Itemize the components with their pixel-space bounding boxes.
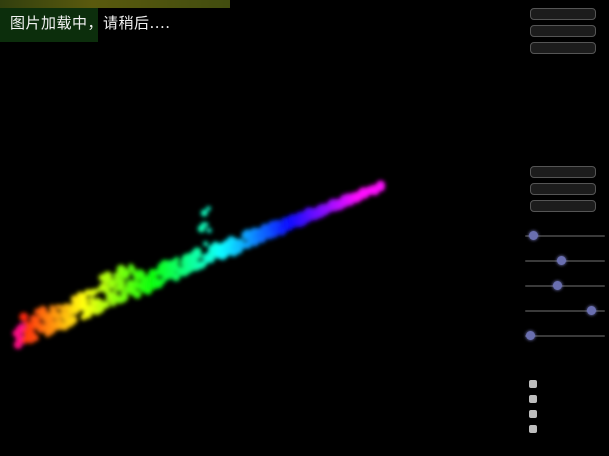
point (118, 279, 126, 287)
point (32, 315, 41, 324)
checkbox[interactable] (529, 409, 537, 418)
slider-group (517, 222, 609, 347)
point (276, 220, 282, 226)
point (90, 288, 98, 296)
point (379, 185, 385, 190)
slider-label-4 (517, 297, 609, 306)
point (203, 241, 209, 247)
point (110, 300, 117, 307)
loading-message: 图片加载中，请稍后.... (10, 14, 171, 32)
slider-track (525, 310, 605, 312)
slider-label-1 (517, 222, 609, 231)
top-control-group (517, 8, 609, 59)
checkbox-row-4[interactable] (529, 423, 609, 434)
point (32, 334, 39, 342)
slider-track (525, 285, 605, 287)
slider-track (525, 335, 605, 337)
point (206, 228, 212, 233)
point (197, 254, 202, 259)
slider-label-5 (517, 322, 609, 331)
slider-1[interactable] (525, 231, 605, 241)
slider-handle[interactable] (556, 256, 566, 265)
point (204, 222, 209, 227)
point (200, 209, 208, 217)
point (274, 231, 279, 236)
checkbox-row-2[interactable] (529, 393, 609, 404)
checkbox[interactable] (529, 424, 537, 433)
slider-handle[interactable] (528, 231, 538, 240)
view-control-group (517, 166, 609, 217)
point (120, 293, 129, 302)
point (55, 304, 61, 310)
top-button-1[interactable] (530, 8, 596, 20)
point (129, 266, 136, 273)
view-button-2[interactable] (530, 183, 596, 195)
point (102, 301, 111, 309)
title-strip-shadow (0, 8, 98, 42)
slider-track (525, 235, 605, 237)
slider-label-2 (517, 247, 609, 256)
point (125, 270, 131, 276)
title-strip (0, 0, 230, 8)
point (172, 273, 181, 282)
point (58, 304, 64, 310)
rainbow-point-cloud (12, 180, 386, 350)
point (13, 340, 23, 350)
checkbox[interactable] (529, 379, 537, 388)
point (68, 315, 78, 325)
checkbox-row-1[interactable] (529, 378, 609, 389)
point (113, 288, 118, 293)
slider-handle[interactable] (553, 281, 563, 290)
point (267, 234, 273, 240)
slider-handle[interactable] (526, 331, 536, 340)
point (206, 206, 211, 212)
top-button-2[interactable] (530, 25, 596, 37)
point (174, 256, 180, 262)
slider-5[interactable] (525, 331, 605, 341)
point (133, 290, 142, 299)
point (22, 313, 28, 319)
point (139, 271, 146, 278)
point (56, 313, 61, 319)
checkbox[interactable] (529, 394, 537, 403)
view-button-3[interactable] (530, 200, 596, 212)
slider-2[interactable] (525, 256, 605, 266)
top-button-3[interactable] (530, 42, 596, 54)
point (103, 271, 113, 281)
point (84, 289, 92, 297)
point (83, 297, 89, 304)
checkbox-group (517, 378, 609, 438)
slider-label-3 (517, 272, 609, 281)
slider-4[interactable] (525, 306, 605, 316)
slider-handle[interactable] (587, 306, 597, 315)
view-button-1[interactable] (530, 166, 596, 178)
checkbox-row-3[interactable] (529, 408, 609, 419)
point (50, 328, 56, 334)
point (80, 314, 87, 321)
slider-3[interactable] (525, 281, 605, 291)
